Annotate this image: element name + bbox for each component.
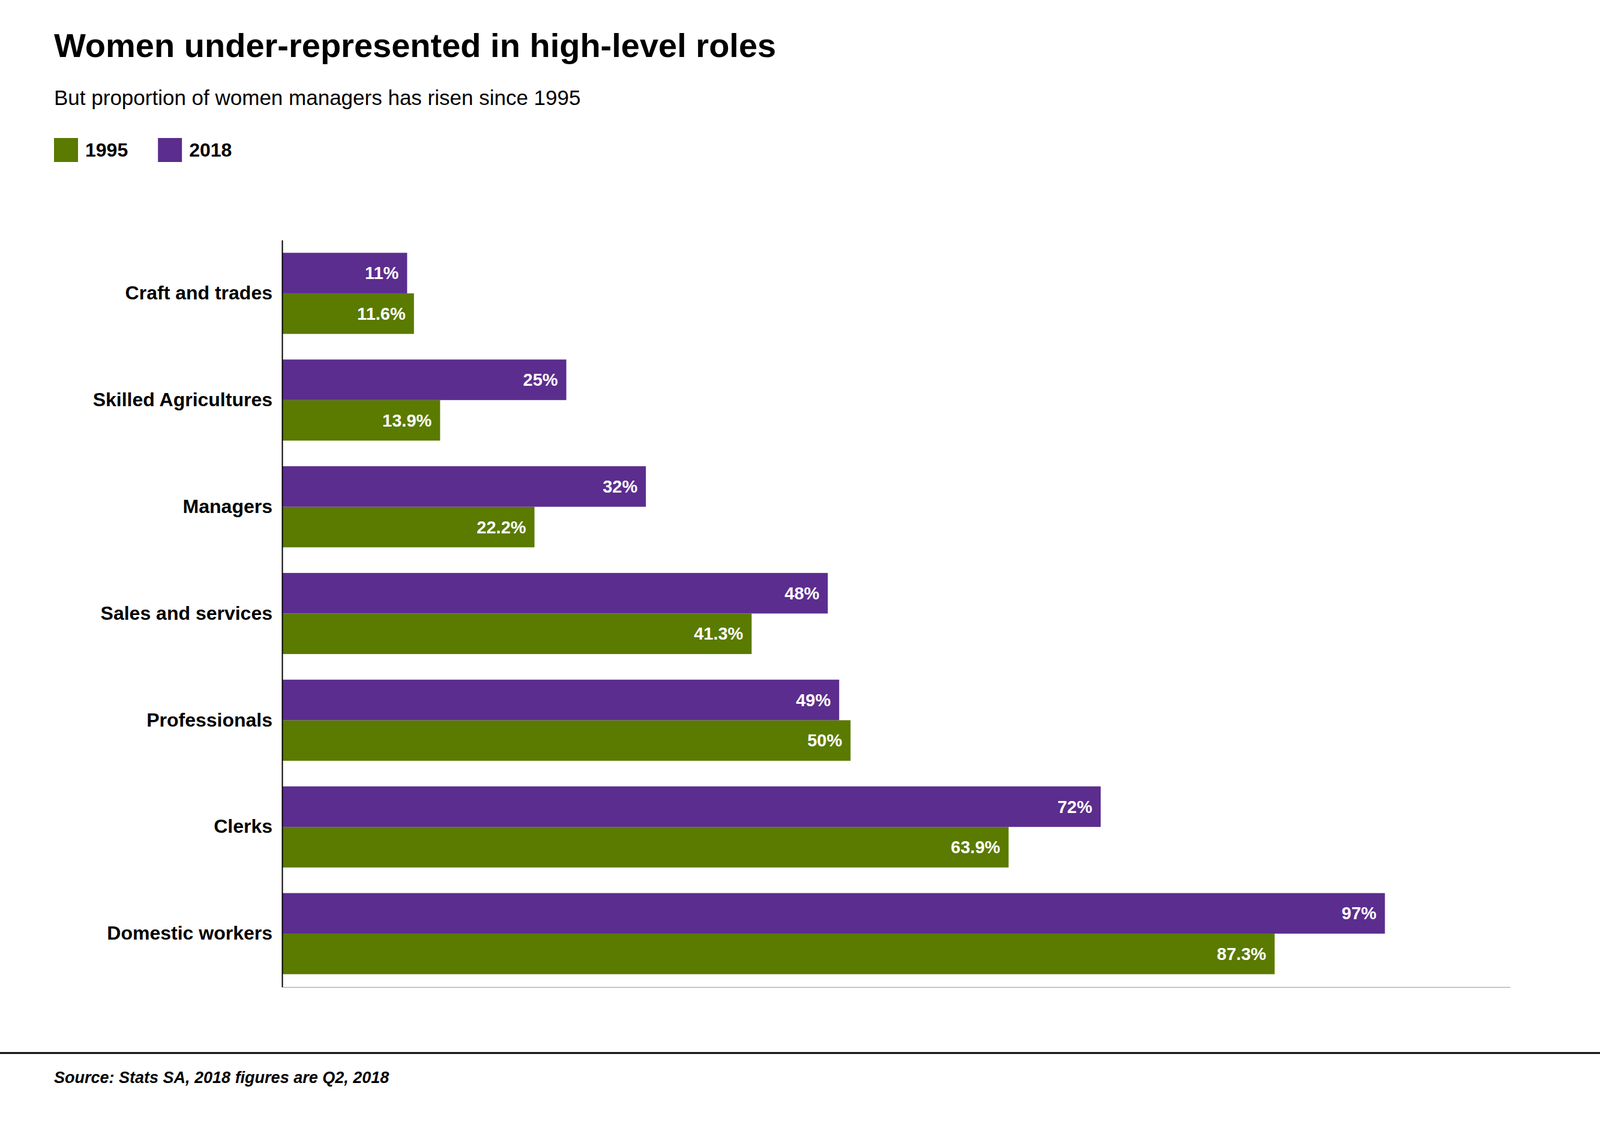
data-label: 22.2% bbox=[476, 517, 526, 538]
tick: Sales and services bbox=[100, 602, 283, 625]
data-label: 63.9% bbox=[950, 837, 1000, 858]
data-label: 50% bbox=[807, 730, 843, 751]
data-label: 97% bbox=[1341, 903, 1377, 924]
bars bbox=[282, 252, 1386, 975]
tick-label: Clerks bbox=[213, 815, 273, 838]
bar bbox=[282, 359, 567, 401]
bar bbox=[282, 293, 415, 335]
bar bbox=[282, 573, 828, 614]
legend-swatch bbox=[157, 138, 182, 163]
data-label: 25% bbox=[523, 370, 559, 390]
data-label: 87.3% bbox=[1217, 944, 1267, 964]
tick-label: Domestic workers bbox=[106, 922, 273, 945]
bar bbox=[282, 507, 535, 548]
data-label: 11.6% bbox=[357, 304, 406, 324]
data-label: 32% bbox=[602, 477, 638, 497]
tick: Managers bbox=[183, 495, 283, 518]
source: Source: Stats SA, 2018 figures are Q2, 2… bbox=[54, 1068, 389, 1087]
bar bbox=[282, 679, 840, 721]
legend-item: 2018 bbox=[157, 138, 232, 163]
tick-label: Professionals bbox=[146, 709, 273, 731]
legend-label: 2018 bbox=[189, 139, 232, 161]
tick: Craft and trades bbox=[125, 282, 283, 304]
bar bbox=[282, 893, 1386, 934]
tick: Skilled Agricultures bbox=[93, 388, 283, 411]
data-label: 11% bbox=[364, 263, 400, 283]
legend: 1995 2018 bbox=[54, 138, 232, 163]
subtitle: But proportion of women managers has ris… bbox=[54, 85, 581, 110]
legend-item: 1995 bbox=[54, 138, 128, 163]
tick: Clerks bbox=[213, 815, 283, 838]
bar bbox=[282, 613, 752, 655]
x-axis bbox=[282, 987, 1511, 988]
title: Women under-represented in high-level ro… bbox=[54, 26, 776, 65]
y-axis: Craft and trades Skilled Agricultures Mana… bbox=[93, 240, 283, 988]
y-axis-line bbox=[282, 240, 284, 988]
tick-label: Managers bbox=[183, 495, 273, 518]
bar bbox=[282, 933, 1275, 975]
tick-label: Skilled Agricultures bbox=[93, 388, 273, 411]
bar bbox=[282, 252, 407, 294]
tick-label: Sales and services bbox=[100, 602, 273, 625]
bar bbox=[282, 786, 1101, 828]
data-label: 49% bbox=[795, 690, 831, 710]
x-axis-line bbox=[282, 987, 1511, 988]
data-label: 48% bbox=[784, 583, 820, 604]
chart: Women under-represented in high-level ro… bbox=[0, 0, 1600, 1125]
data-label: 72% bbox=[1057, 797, 1093, 817]
bar bbox=[282, 400, 440, 442]
separator bbox=[0, 1052, 1600, 1055]
legend-label: 1995 bbox=[85, 139, 128, 161]
tick: Domestic workers bbox=[106, 922, 283, 945]
data-label: 13.9% bbox=[382, 411, 432, 431]
tick-label: Craft and trades bbox=[125, 282, 273, 304]
data-labels: 87.3% 63.9% 50% 41.3% 22.2% 13.9% 11.6% 97% 72% 4… bbox=[357, 263, 1377, 964]
legend-swatch bbox=[54, 138, 79, 163]
data-label: 41.3% bbox=[693, 624, 743, 644]
tick: Professionals bbox=[146, 709, 283, 731]
bar bbox=[282, 720, 851, 761]
bar bbox=[282, 466, 646, 508]
bar bbox=[282, 827, 1009, 868]
